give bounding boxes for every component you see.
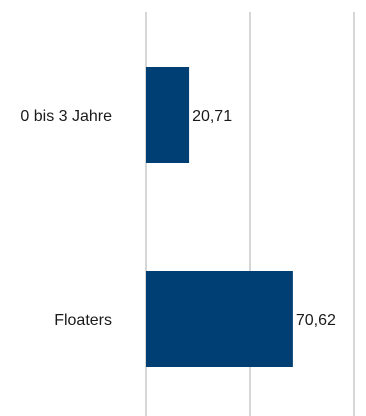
bars (146, 67, 293, 367)
category-label-0: 0 bis 3 Jahre (20, 108, 112, 125)
value-label-1: 70,62 (296, 312, 336, 329)
value-label-0: 20,71 (192, 108, 232, 125)
labels: 0 bis 3 Jahre 20,71 Floaters 70,62 (20, 108, 336, 329)
bar-1 (146, 271, 293, 367)
category-label-1: Floaters (54, 312, 112, 329)
bar-0 (146, 67, 190, 163)
